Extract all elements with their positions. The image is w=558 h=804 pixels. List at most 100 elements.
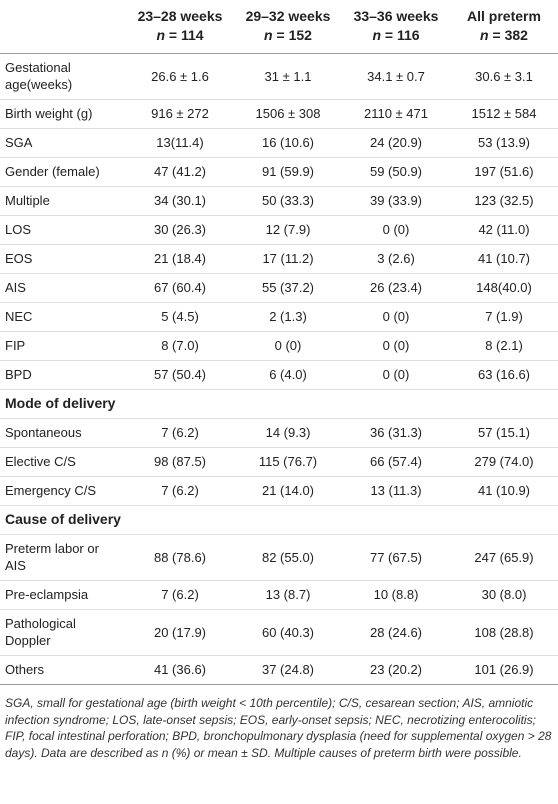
cell-value: 36 (31.3) bbox=[342, 418, 450, 448]
column-count: n = 152 bbox=[236, 26, 340, 45]
cell-value: 98 (87.5) bbox=[126, 447, 234, 477]
row-label: Preterm labor or AIS bbox=[0, 534, 126, 581]
cell-value: 247 (65.9) bbox=[450, 534, 558, 581]
cell-value: 28 (24.6) bbox=[342, 609, 450, 656]
table-row: Spontaneous 7 (6.2) 14 (9.3) 36 (31.3) 57 (1… bbox=[0, 418, 558, 448]
cell-value: 23 (20.2) bbox=[342, 655, 450, 685]
column-title: 33–36 weeks bbox=[353, 8, 439, 24]
cell-value: 1512 ± 584 bbox=[450, 99, 558, 129]
column-count: n = 116 bbox=[344, 26, 448, 45]
cell-value: 0 (0) bbox=[342, 302, 450, 332]
table-row: Emergency C/S 7 (6.2) 21 (14.0) 13 (11.3) 41… bbox=[0, 476, 558, 506]
empty-cell bbox=[450, 505, 558, 535]
cell-value: 16 (10.6) bbox=[234, 128, 342, 158]
column-header: 29–32 weeks n = 152 bbox=[234, 0, 342, 54]
column-count: n = 114 bbox=[128, 26, 232, 45]
cell-value: 21 (14.0) bbox=[234, 476, 342, 506]
cell-value: 63 (16.6) bbox=[450, 360, 558, 390]
cell-value: 101 (26.9) bbox=[450, 655, 558, 685]
row-label: FIP bbox=[0, 331, 126, 361]
n-symbol: n bbox=[156, 27, 165, 43]
row-label: BPD bbox=[0, 360, 126, 390]
cell-value: 2 (1.3) bbox=[234, 302, 342, 332]
table-row: Gestational age(weeks) 26.6 ± 1.6 31 ± 1.1… bbox=[0, 53, 558, 100]
cell-value: 55 (37.2) bbox=[234, 273, 342, 303]
cell-value: 14 (9.3) bbox=[234, 418, 342, 448]
cell-value: 34.1 ± 0.7 bbox=[342, 53, 450, 100]
column-count: n = 382 bbox=[452, 26, 556, 45]
cell-value: 13 (8.7) bbox=[234, 580, 342, 610]
cell-value: 41 (36.6) bbox=[126, 655, 234, 685]
cell-value: 197 (51.6) bbox=[450, 157, 558, 187]
cell-value: 60 (40.3) bbox=[234, 609, 342, 656]
table-row: Cause of delivery bbox=[0, 505, 558, 535]
cell-value: 41 (10.7) bbox=[450, 244, 558, 274]
cell-value: 88 (78.6) bbox=[126, 534, 234, 581]
cell-value: 7 (6.2) bbox=[126, 580, 234, 610]
table-row: EOS 21 (18.4) 17 (11.2) 3 (2.6) 41 (10.7) bbox=[0, 244, 558, 274]
cell-value: 13 (11.3) bbox=[342, 476, 450, 506]
n-symbol: n bbox=[264, 27, 273, 43]
column-title: 29–32 weeks bbox=[245, 8, 331, 24]
table-row: Elective C/S 98 (87.5) 115 (76.7) 66 (57.4)… bbox=[0, 447, 558, 477]
cell-value: 916 ± 272 bbox=[126, 99, 234, 129]
count: = 382 bbox=[492, 27, 528, 43]
row-label: Gestational age(weeks) bbox=[0, 53, 126, 100]
table-row: Mode of delivery bbox=[0, 389, 558, 419]
n-symbol: n bbox=[372, 27, 381, 43]
cell-value: 37 (24.8) bbox=[234, 655, 342, 685]
cell-value: 10 (8.8) bbox=[342, 580, 450, 610]
cell-value: 17 (11.2) bbox=[234, 244, 342, 274]
table-row: Preterm labor or AIS 88 (78.6) 82 (55.0) 77… bbox=[0, 534, 558, 581]
column-title: 23–28 weeks bbox=[137, 8, 223, 24]
table-row: NEC 5 (4.5) 2 (1.3) 0 (0) 7 (1.9) bbox=[0, 302, 558, 332]
empty-cell bbox=[234, 389, 342, 419]
cell-value: 30.6 ± 3.1 bbox=[450, 53, 558, 100]
cell-value: 7 (1.9) bbox=[450, 302, 558, 332]
cell-value: 21 (18.4) bbox=[126, 244, 234, 274]
cell-value: 30 (8.0) bbox=[450, 580, 558, 610]
row-label: Spontaneous bbox=[0, 418, 126, 448]
table-row: SGA 13(11.4) 16 (10.6) 24 (20.9) 53 (13.9) bbox=[0, 128, 558, 158]
cell-value: 6 (4.0) bbox=[234, 360, 342, 390]
cell-value: 1506 ± 308 bbox=[234, 99, 342, 129]
row-label: NEC bbox=[0, 302, 126, 332]
cell-value: 91 (59.9) bbox=[234, 157, 342, 187]
cell-value: 26.6 ± 1.6 bbox=[126, 53, 234, 100]
section-label: Mode of delivery bbox=[0, 389, 126, 419]
count: = 116 bbox=[384, 27, 420, 43]
table-row: Gender (female) 47 (41.2) 91 (59.9) 59 (50.… bbox=[0, 157, 558, 187]
header-row: 23–28 weeks n = 114 29–32 weeks n = 152 33–3… bbox=[0, 0, 558, 54]
cell-value: 34 (30.1) bbox=[126, 186, 234, 216]
cell-value: 26 (23.4) bbox=[342, 273, 450, 303]
row-label: Emergency C/S bbox=[0, 476, 126, 506]
table-row: FIP 8 (7.0) 0 (0) 0 (0) 8 (2.1) bbox=[0, 331, 558, 361]
empty-cell bbox=[234, 505, 342, 535]
cell-value: 39 (33.9) bbox=[342, 186, 450, 216]
column-header: 23–28 weeks n = 114 bbox=[126, 0, 234, 54]
cell-value: 0 (0) bbox=[342, 215, 450, 245]
cell-value: 123 (32.5) bbox=[450, 186, 558, 216]
cell-value: 5 (4.5) bbox=[126, 302, 234, 332]
table-row: AIS 67 (60.4) 55 (37.2) 26 (23.4) 148(40.0) bbox=[0, 273, 558, 303]
cell-value: 67 (60.4) bbox=[126, 273, 234, 303]
row-label: Pathological Doppler bbox=[0, 609, 126, 656]
cell-value: 41 (10.9) bbox=[450, 476, 558, 506]
cell-value: 53 (13.9) bbox=[450, 128, 558, 158]
row-label: Multiple bbox=[0, 186, 126, 216]
cell-value: 57 (15.1) bbox=[450, 418, 558, 448]
cell-value: 30 (26.3) bbox=[126, 215, 234, 245]
cell-value: 31 ± 1.1 bbox=[234, 53, 342, 100]
row-label: AIS bbox=[0, 273, 126, 303]
count: = 152 bbox=[276, 27, 312, 43]
row-label: Gender (female) bbox=[0, 157, 126, 187]
cell-value: 66 (57.4) bbox=[342, 447, 450, 477]
table-row: BPD 57 (50.4) 6 (4.0) 0 (0) 63 (16.6) bbox=[0, 360, 558, 390]
table-row: LOS 30 (26.3) 12 (7.9) 0 (0) 42 (11.0) bbox=[0, 215, 558, 245]
cell-value: 47 (41.2) bbox=[126, 157, 234, 187]
empty-cell bbox=[126, 505, 234, 535]
table-row: Birth weight (g) 916 ± 272 1506 ± 308 2110 … bbox=[0, 99, 558, 129]
cell-value: 0 (0) bbox=[342, 331, 450, 361]
empty-cell bbox=[342, 505, 450, 535]
row-label: Pre-eclampsia bbox=[0, 580, 126, 610]
